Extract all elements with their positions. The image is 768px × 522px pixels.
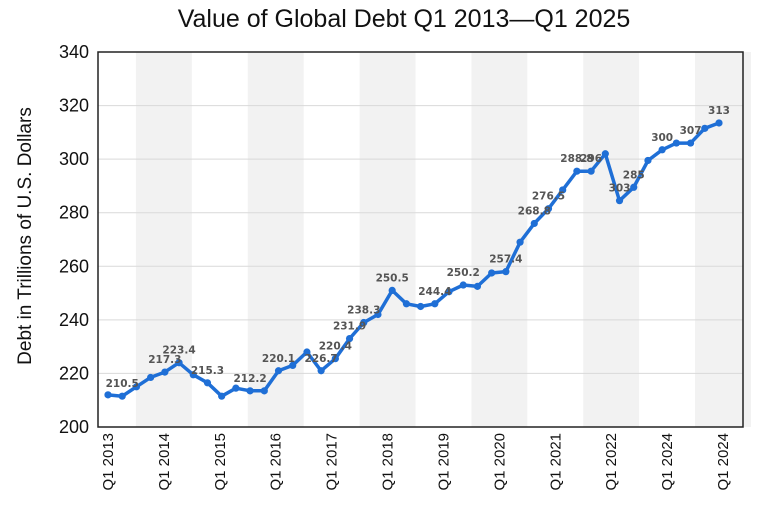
- data-label: 300: [651, 132, 673, 144]
- data-label: 307: [680, 125, 702, 137]
- data-point: [587, 167, 595, 175]
- data-label: 244.4: [418, 286, 451, 298]
- y-tick-label: 220: [59, 363, 89, 383]
- data-point: [232, 384, 240, 392]
- data-point: [175, 359, 183, 367]
- data-point: [488, 269, 496, 277]
- data-point: [274, 367, 283, 375]
- y-axis-ticks: 200 220 240 260 280 300 320 340: [59, 42, 89, 437]
- data-point: [132, 383, 141, 391]
- y-tick-label: 240: [59, 310, 89, 330]
- plot-band: [583, 52, 640, 427]
- data-label: 231.9: [333, 321, 366, 333]
- data-point: [246, 387, 254, 395]
- data-label: 212.2: [233, 373, 266, 385]
- data-point: [317, 367, 325, 375]
- data-label: 238.3: [347, 305, 380, 317]
- data-point: [672, 139, 680, 147]
- data-label: 276.5: [532, 191, 565, 203]
- data-point: [417, 302, 425, 311]
- data-label: 296: [580, 153, 602, 165]
- data-point: [445, 288, 453, 296]
- x-tick-label: Q1 2018: [380, 433, 397, 491]
- y-axis-label: Debt in Trillions of U.S. Dollars: [15, 107, 36, 365]
- x-tick-label: Q1 2022: [603, 433, 620, 491]
- data-point: [644, 156, 652, 165]
- x-tick-label: Q1 2021: [547, 433, 564, 491]
- data-point: [118, 392, 126, 400]
- data-label: 210.5: [106, 378, 139, 390]
- data-point: [502, 268, 510, 276]
- plot-band: [359, 52, 416, 427]
- plot-band: [695, 52, 751, 427]
- x-tick-label: Q1 2020: [491, 433, 508, 491]
- data-label: 250.2: [447, 267, 480, 279]
- plot-frame: [97, 51, 744, 428]
- data-point: [104, 391, 112, 399]
- data-point: [161, 368, 169, 376]
- data-point: [431, 300, 439, 308]
- data-point: [559, 186, 567, 194]
- data-point: [544, 205, 553, 213]
- data-label: 268.8: [518, 205, 551, 217]
- data-points: [104, 119, 723, 400]
- x-tick-label: Q1 2014: [156, 433, 173, 491]
- y-tick-label: 260: [59, 256, 89, 276]
- data-point: [388, 286, 396, 294]
- y-tick-label: 280: [59, 203, 89, 223]
- x-tick-label: Q1 2019: [435, 433, 452, 491]
- data-label: 220.4: [319, 341, 352, 353]
- data-point: [701, 124, 709, 132]
- x-tick-label: Q1 2013: [100, 433, 117, 491]
- data-point: [374, 310, 382, 319]
- x-axis-ticks: Q1 2013 Q1 2014 Q1 2015 Q1 2016 Q1 2017 Q1 20…: [100, 433, 732, 491]
- data-point: [203, 379, 212, 387]
- data-point: [331, 355, 339, 363]
- data-point: [189, 371, 197, 379]
- data-label: 285: [623, 169, 645, 181]
- x-tick-label: Q1 2016: [268, 433, 285, 491]
- data-point: [615, 197, 624, 205]
- data-label: 288.8: [560, 153, 593, 165]
- y-tick-label: 200: [59, 417, 89, 437]
- x-tick-label: Q1 2017: [324, 433, 341, 491]
- y-tick-label: 300: [59, 149, 89, 169]
- data-point: [303, 348, 311, 356]
- data-point: [686, 139, 695, 147]
- data-point: [289, 361, 297, 369]
- data-label: 257.4: [489, 254, 522, 266]
- x-tick-label: Q1 2024: [659, 433, 676, 491]
- data-point: [473, 282, 482, 290]
- data-label: 303: [609, 183, 631, 195]
- data-label: 220.1: [262, 353, 295, 365]
- data-label: 217.3: [148, 354, 181, 366]
- data-label: 223.4: [162, 345, 195, 357]
- data-point: [402, 300, 410, 308]
- data-point: [715, 119, 723, 127]
- data-point: [147, 373, 155, 382]
- data-label: 226.7: [305, 353, 338, 365]
- plot-background-bands: [135, 52, 751, 427]
- data-label: 215.3: [191, 365, 224, 377]
- data-point: [573, 167, 581, 175]
- y-tick-label: 340: [59, 42, 89, 62]
- data-point: [516, 238, 524, 246]
- data-point: [530, 219, 538, 228]
- data-point: [260, 387, 268, 395]
- x-tick-label: Q1 2024: [715, 433, 732, 491]
- data-point: [360, 318, 368, 327]
- data-point: [218, 392, 226, 400]
- data-point: [658, 146, 666, 154]
- data-point: [345, 335, 354, 343]
- data-label: 313: [708, 105, 730, 117]
- y-tick-label: 320: [59, 96, 89, 116]
- data-point: [459, 281, 467, 289]
- data-point: [601, 150, 609, 158]
- chart-title: Value of Global Debt Q1 2013—Q1 2025: [178, 5, 631, 33]
- data-point: [630, 183, 638, 191]
- data-label: 250.5: [376, 272, 409, 284]
- x-tick-label: Q1 2015: [212, 433, 229, 491]
